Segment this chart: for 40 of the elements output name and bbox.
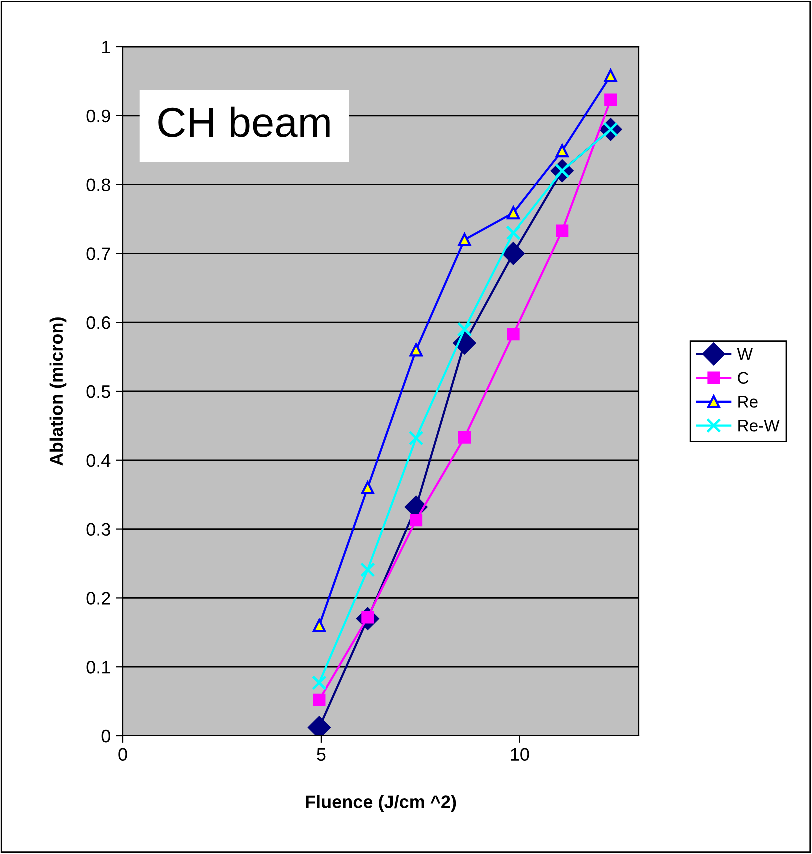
y-tick-label: 0.7 <box>86 248 110 260</box>
point <box>360 562 376 578</box>
legend-label: C <box>738 372 749 384</box>
point <box>313 694 326 706</box>
y-tick-label: 0.8 <box>86 178 110 192</box>
point <box>507 328 520 341</box>
legend-label: Re-W <box>738 420 780 432</box>
legend-label: Re <box>738 396 758 408</box>
point <box>506 226 522 241</box>
y-tick-label: 0.9 <box>86 110 110 123</box>
y-axis-title: Ablation (micron) <box>50 318 67 466</box>
x-tick-label: 5 <box>317 748 326 762</box>
y-tick-label: 0.1 <box>86 661 110 674</box>
point <box>506 206 520 220</box>
point <box>458 431 471 444</box>
y-tick-label: 1 <box>102 41 110 54</box>
point <box>502 242 526 266</box>
legend-label: W <box>737 348 753 360</box>
point <box>410 514 423 527</box>
point <box>604 69 618 83</box>
y-tick-label: 0.2 <box>86 592 110 605</box>
y-tick-label: 0.4 <box>86 454 111 468</box>
point <box>408 430 424 446</box>
y-tick-label: 0 <box>102 730 110 743</box>
y-tick-label: 0.6 <box>86 316 110 330</box>
point <box>556 224 569 238</box>
point <box>457 322 472 337</box>
y-tick-label: 0.5 <box>86 385 110 398</box>
point <box>604 94 618 106</box>
x-tick-label: 0 <box>118 748 128 762</box>
point <box>361 481 374 495</box>
point <box>458 233 472 247</box>
point <box>556 144 569 158</box>
x-tick-label: 10 <box>511 748 530 762</box>
point <box>312 619 326 632</box>
point <box>312 675 327 690</box>
x-axis-title: Fluence (J/cm ^2) <box>306 795 456 812</box>
point <box>410 344 423 357</box>
y-tick-label: 0.3 <box>86 523 110 536</box>
annotation: CH beam <box>158 106 330 138</box>
